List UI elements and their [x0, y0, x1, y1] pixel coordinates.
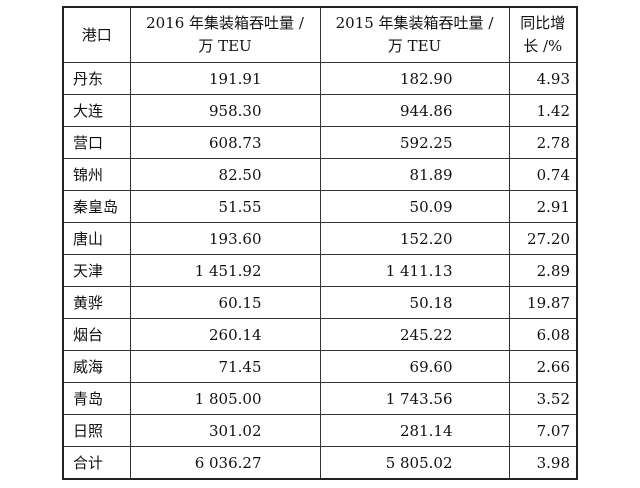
- cell-port: 秦皇岛: [62, 190, 131, 223]
- throughput-table-container: 港口 2016 年集装箱吞吐量 / 万 TEU 2015 年集装箱吞吐量 / 万…: [62, 6, 578, 482]
- cell-port: 威海: [62, 350, 131, 383]
- cell-2015-throughput: 1 743.56: [319, 382, 510, 415]
- cell-2015-throughput: 592.25: [319, 126, 510, 159]
- cell-growth-rate: 4.93: [508, 62, 578, 95]
- header-2015-line2: 万 TEU: [387, 37, 442, 55]
- cell-port: 烟台: [62, 318, 131, 351]
- cell-port: 黄骅: [62, 286, 131, 319]
- cell-2015-throughput: 69.60: [319, 350, 510, 383]
- cell-2015-throughput: 50.18: [319, 286, 510, 319]
- cell-2016-throughput: 608.73: [129, 126, 321, 159]
- cell-growth-rate: 3.52: [508, 382, 578, 415]
- header-2015: 2015 年集装箱吞吐量 / 万 TEU: [319, 6, 510, 63]
- cell-growth-rate: 0.74: [508, 158, 578, 191]
- cell-port: 营口: [62, 126, 131, 159]
- cell-2016-throughput: 1 805.00: [129, 382, 321, 415]
- table-row: 丹东 191.91 182.90 4.93: [62, 62, 578, 95]
- table-row: 黄骅 60.15 50.18 19.87: [62, 286, 578, 319]
- header-2016-line2: 万 TEU: [198, 37, 252, 55]
- cell-growth-rate: 19.87: [508, 286, 578, 319]
- cell-port: 丹东: [62, 62, 131, 95]
- cell-2016-throughput: 301.02: [129, 414, 321, 447]
- cell-growth-rate: 7.07: [508, 414, 578, 447]
- cell-port: 大连: [62, 94, 131, 127]
- cell-port: 唐山: [62, 222, 131, 255]
- port-throughput-table: 港口 2016 年集装箱吞吐量 / 万 TEU 2015 年集装箱吞吐量 / 万…: [62, 6, 578, 480]
- cell-port: 天津: [62, 254, 131, 287]
- cell-2016-throughput: 51.55: [129, 190, 321, 223]
- cell-2015-throughput: 81.89: [319, 158, 510, 191]
- cell-2015-throughput: 182.90: [319, 62, 510, 95]
- header-2015-line1: 2015 年集装箱吞吐量 /: [335, 14, 494, 32]
- cell-2015-throughput: 152.20: [319, 222, 510, 255]
- cell-growth-rate: 6.08: [508, 318, 578, 351]
- cell-2016-throughput: 191.91: [129, 62, 321, 95]
- cell-2016-throughput: 1 451.92: [129, 254, 321, 287]
- table-row: 威海 71.45 69.60 2.66: [62, 350, 578, 383]
- cell-growth-rate: 2.89: [508, 254, 578, 287]
- cell-2015-throughput: 281.14: [319, 414, 510, 447]
- table-row: 秦皇岛 51.55 50.09 2.91: [62, 190, 578, 223]
- cell-2016-throughput: 193.60: [129, 222, 321, 255]
- header-port: 港口: [62, 6, 131, 63]
- cell-2015-throughput: 944.86: [319, 94, 510, 127]
- cell-2016-throughput: 260.14: [129, 318, 321, 351]
- cell-growth-rate: 3.98: [508, 446, 578, 480]
- cell-port: 青岛: [62, 382, 131, 415]
- cell-growth-rate: 2.66: [508, 350, 578, 383]
- table-body: 丹东 191.91 182.90 4.93 大连 958.30 944.86 1.42 营口 60…: [62, 62, 578, 480]
- cell-2016-throughput: 60.15: [129, 286, 321, 319]
- cell-2016-throughput: 82.50: [129, 158, 321, 191]
- table-row: 青岛 1 805.00 1 743.56 3.52: [62, 382, 578, 415]
- cell-2016-throughput: 6 036.27: [129, 446, 321, 480]
- cell-growth-rate: 2.91: [508, 190, 578, 223]
- cell-growth-rate: 2.78: [508, 126, 578, 159]
- cell-2016-throughput: 71.45: [129, 350, 321, 383]
- cell-port: 锦州: [62, 158, 131, 191]
- cell-port: 合计: [62, 446, 131, 480]
- cell-growth-rate: 27.20: [508, 222, 578, 255]
- cell-2015-throughput: 5 805.02: [319, 446, 510, 480]
- header-growth-line1: 同比增: [520, 14, 566, 32]
- table-row: 大连 958.30 944.86 1.42: [62, 94, 578, 127]
- table-row: 营口 608.73 592.25 2.78: [62, 126, 578, 159]
- header-row: 港口 2016 年集装箱吞吐量 / 万 TEU 2015 年集装箱吞吐量 / 万…: [62, 6, 578, 63]
- header-2016: 2016 年集装箱吞吐量 / 万 TEU: [129, 6, 321, 63]
- table-row: 烟台 260.14 245.22 6.08: [62, 318, 578, 351]
- table-row: 天津 1 451.92 1 411.13 2.89: [62, 254, 578, 287]
- cell-port: 日照: [62, 414, 131, 447]
- table-row: 唐山 193.60 152.20 27.20: [62, 222, 578, 255]
- table-row: 日照 301.02 281.14 7.07: [62, 414, 578, 447]
- table-row: 锦州 82.50 81.89 0.74: [62, 158, 578, 191]
- cell-2016-throughput: 958.30: [129, 94, 321, 127]
- cell-2015-throughput: 1 411.13: [319, 254, 510, 287]
- cell-2015-throughput: 50.09: [319, 190, 510, 223]
- table-row: 合计 6 036.27 5 805.02 3.98: [62, 446, 578, 480]
- cell-2015-throughput: 245.22: [319, 318, 510, 351]
- header-2016-line1: 2016 年集装箱吞吐量 /: [146, 14, 304, 32]
- cell-growth-rate: 1.42: [508, 94, 578, 127]
- header-growth-line2: 长 /%: [523, 37, 563, 55]
- header-growth: 同比增 长 /%: [508, 6, 578, 63]
